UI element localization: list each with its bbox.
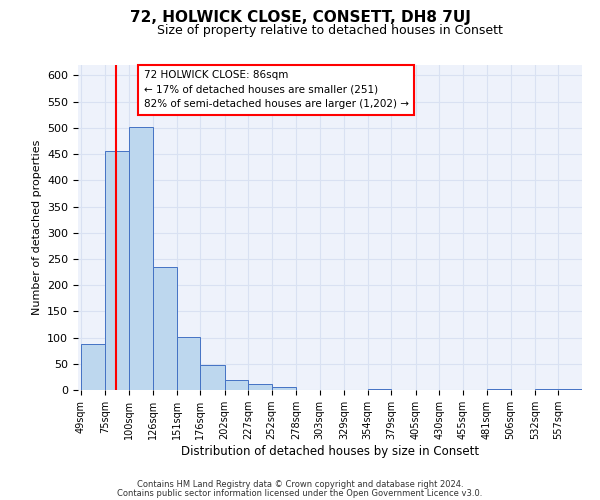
Bar <box>368 389 391 390</box>
X-axis label: Distribution of detached houses by size in Consett: Distribution of detached houses by size … <box>181 445 479 458</box>
Text: 72, HOLWICK CLOSE, CONSETT, DH8 7UJ: 72, HOLWICK CLOSE, CONSETT, DH8 7UJ <box>130 10 470 25</box>
Text: 72 HOLWICK CLOSE: 86sqm
← 17% of detached houses are smaller (251)
82% of semi-d: 72 HOLWICK CLOSE: 86sqm ← 17% of detache… <box>143 70 409 110</box>
Bar <box>177 336 200 390</box>
Text: Contains HM Land Registry data © Crown copyright and database right 2024.: Contains HM Land Registry data © Crown c… <box>137 480 463 489</box>
Bar <box>81 344 105 390</box>
Bar <box>153 267 177 390</box>
Bar <box>559 389 582 390</box>
Bar <box>535 389 559 390</box>
Bar <box>105 152 129 390</box>
Text: Contains public sector information licensed under the Open Government Licence v3: Contains public sector information licen… <box>118 489 482 498</box>
Bar <box>487 389 511 390</box>
Title: Size of property relative to detached houses in Consett: Size of property relative to detached ho… <box>157 24 503 38</box>
Bar <box>248 384 272 390</box>
Y-axis label: Number of detached properties: Number of detached properties <box>32 140 41 315</box>
Bar <box>129 127 153 390</box>
Bar <box>272 388 296 390</box>
Bar <box>224 380 248 390</box>
Bar <box>200 366 224 390</box>
